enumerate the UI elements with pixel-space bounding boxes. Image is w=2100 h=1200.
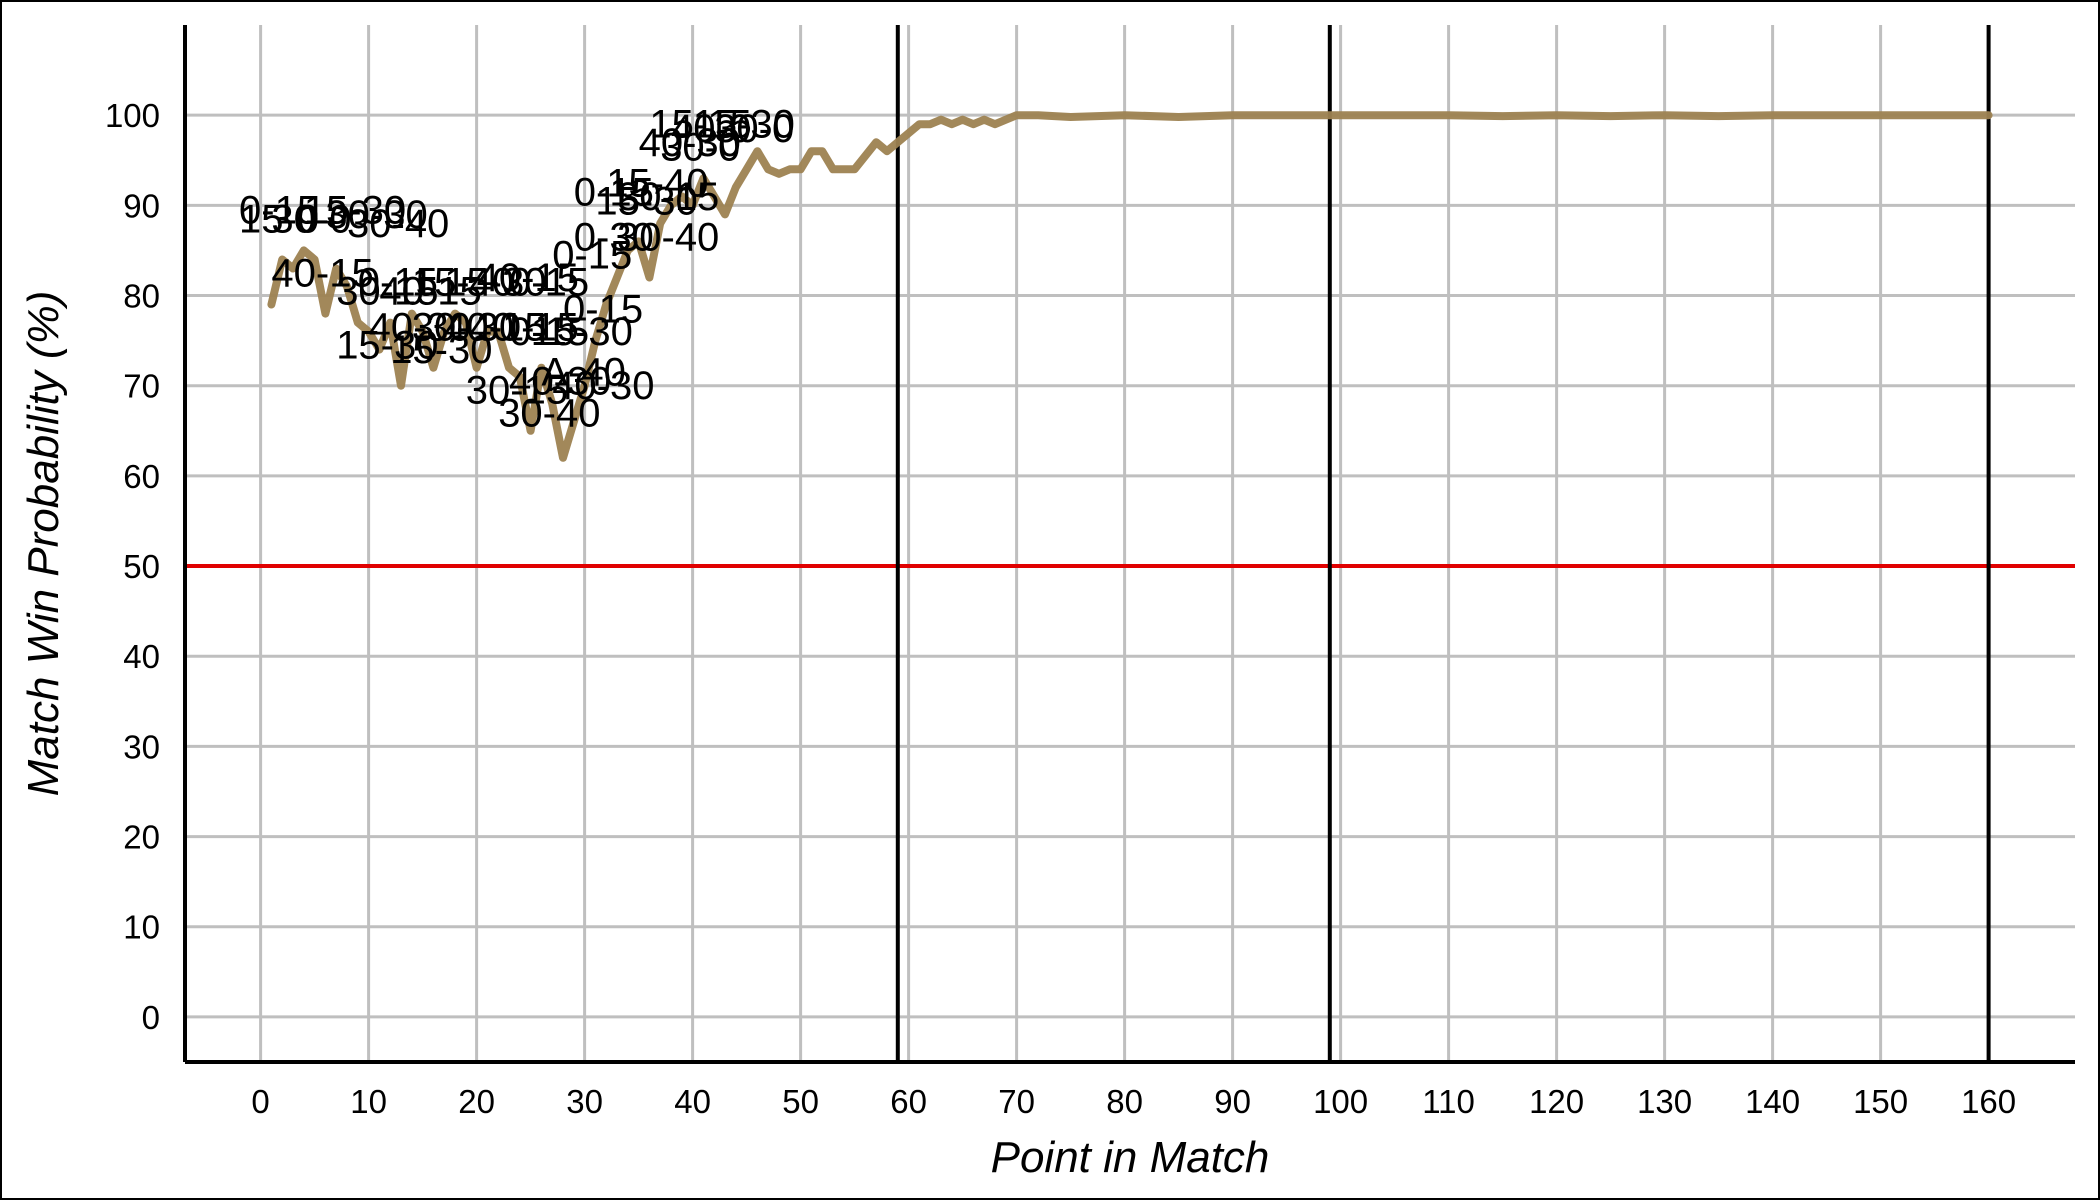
score-label: 0-15 [509, 261, 589, 305]
series-layer [267, 111, 1993, 462]
score-label: 0-15 [563, 288, 643, 332]
score-label: 40-15 [444, 306, 546, 350]
score-label: 15-15 [649, 103, 751, 147]
score-label: 0-15 [552, 233, 632, 277]
score-label: A-40 [541, 351, 626, 395]
score-label: 15-40 [606, 161, 708, 205]
x-tick-label: 30 [566, 1083, 603, 1120]
score-label: 30-0 [271, 197, 351, 241]
y-tick-labels: 0 10 20 30 40 50 60 70 80 90 100 [105, 97, 160, 1036]
score-label: 15-40 [412, 261, 514, 305]
x-tick-label: 90 [1214, 1083, 1251, 1120]
x-tick-label: 150 [1853, 1083, 1908, 1120]
score-label: 40-30 [369, 306, 471, 350]
x-axis-title: Point in Match [991, 1133, 1270, 1182]
y-tick-label: 70 [123, 368, 160, 405]
x-tick-labels: 0 10 20 30 40 50 60 70 80 90 100 110 120 130 140 150 160 [251, 1083, 2016, 1120]
x-tick-label: 70 [998, 1083, 1035, 1120]
score-label: 30-15 [477, 306, 579, 350]
score-label: 30-40 [498, 391, 600, 435]
score-label: 15-30 [531, 310, 633, 354]
score-label: 40-30 [639, 121, 741, 165]
score-label: 40-15 [271, 252, 373, 296]
score-label: 40-15 [477, 256, 579, 300]
x-tick-label: 20 [458, 1083, 495, 1120]
y-tick-label: 30 [123, 728, 160, 765]
score-label: 40-30 [552, 364, 654, 408]
x-tick-label: 110 [1422, 1083, 1475, 1120]
score-label: 40-15 [379, 270, 481, 314]
score-label: 15-0 [239, 197, 319, 241]
score-label: 40-30 [509, 360, 611, 404]
score-label: 0-30 [574, 215, 654, 259]
y-tick-label: 40 [123, 638, 160, 675]
score-label: 0-15 [239, 188, 319, 232]
y-tick-label: 100 [105, 97, 160, 134]
score-label: 0-15 [509, 310, 589, 354]
y-tick-label: 90 [123, 187, 160, 224]
x-tick-label: 50 [782, 1083, 819, 1120]
score-label: 15-30 [693, 103, 795, 147]
score-label: 30-30 [325, 193, 427, 237]
score-label: 30-15 [466, 369, 568, 413]
y-tick-label: 80 [123, 278, 160, 315]
horizontal-gridlines [185, 113, 2075, 1019]
y-tick-label: 10 [123, 909, 160, 946]
y-tick-label: 0 [142, 999, 160, 1036]
win-probability-line [267, 111, 1993, 462]
x-tick-label: 120 [1529, 1083, 1584, 1120]
y-axis-title: Match Win Probability (%) [19, 291, 68, 797]
score-label: 30-15 [336, 270, 438, 314]
score-label: 0-15 [574, 170, 654, 214]
x-tick-label: 60 [890, 1083, 927, 1120]
y-tick-label: 50 [123, 548, 160, 585]
y-tick-label: 60 [123, 458, 160, 495]
x-tick-label: 0 [251, 1083, 269, 1120]
y-tick-label: 20 [123, 819, 160, 856]
x-tick-label: 40 [674, 1083, 711, 1120]
score-label: 15-30 [444, 261, 546, 305]
score-label: 0-15 [358, 261, 438, 305]
vertical-gridlines [259, 25, 1991, 1062]
axes [183, 25, 2075, 1064]
score-label: 30-0 [660, 125, 740, 169]
x-tick-label: 130 [1637, 1083, 1692, 1120]
set-boundaries [895, 25, 1991, 1062]
score-label: 30-0 [714, 107, 794, 151]
score-label: 15-30 [390, 328, 492, 372]
x-tick-label: 140 [1745, 1083, 1800, 1120]
score-annotations: 0-1515-030-015-3030-3030-4040-1530-150-1… [239, 103, 795, 436]
score-label: 30-40 [617, 215, 719, 259]
score-label: 15-30 [304, 188, 406, 232]
score-label: 15-30 [595, 179, 697, 223]
x-tick-label: 10 [350, 1083, 387, 1120]
score-label: 30-15 [617, 175, 719, 219]
x-tick-label: 80 [1106, 1083, 1143, 1120]
score-label: 15-30 [336, 324, 438, 368]
score-label: 30-40 [347, 202, 449, 246]
score-label: 30-40 [412, 306, 514, 350]
score-label: 40-0 [671, 107, 751, 151]
x-tick-label: 160 [1961, 1083, 2016, 1120]
x-tick-label: 100 [1313, 1083, 1368, 1120]
